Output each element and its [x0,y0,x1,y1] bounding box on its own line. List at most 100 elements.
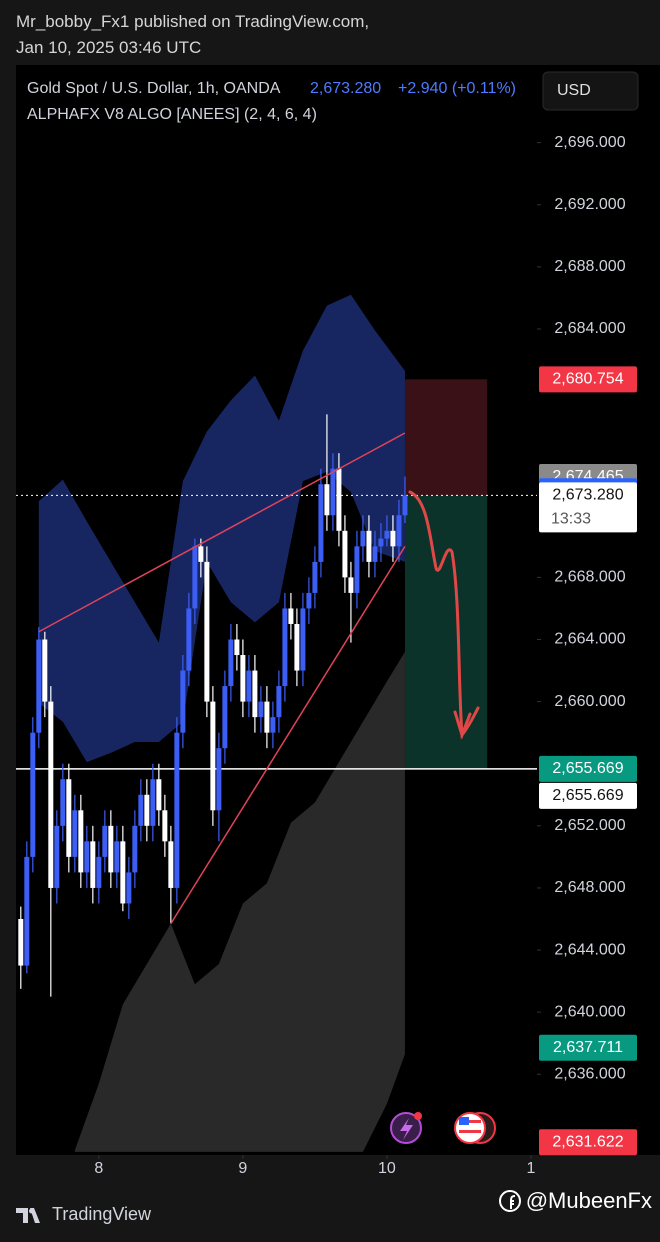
candle-body [306,592,312,609]
handle: @MubeenFx [525,1188,652,1213]
x-tick-label: 10 [378,1160,396,1177]
chart: 2,696.000 2,692.000 2,688.000 2,684.000 2,66… [16,65,660,1177]
y-tick-label: 2,636.000 [554,1065,625,1082]
candle-body [360,530,366,547]
tv-logo [16,1207,40,1223]
y-tick-label: 2,660.000 [554,693,625,710]
price-labels: 2,680.7542,674.4652,673.5492,673.28013:3… [539,366,637,1156]
candle-body [270,717,276,733]
flag-stripe [459,1120,481,1123]
candle-body [234,639,240,656]
candle-body [264,701,270,733]
candle-body [168,841,174,888]
candle-body [138,794,144,826]
price-label-box [539,366,637,393]
candle-body [348,577,354,593]
candle-body [24,856,30,966]
price-label-box [539,1129,637,1156]
flag-stripe [459,1130,481,1133]
candle-body [324,484,330,516]
candle-body [252,670,258,718]
last-price: 2,673.280 [310,80,381,97]
candle-body [54,825,60,888]
y-tick-label: 2,668.000 [554,569,625,586]
currency[interactable]: USD [557,82,591,99]
candle-body [198,546,204,562]
candle-body [174,732,180,888]
price-label: 2,673.280 [552,487,623,504]
brand-name: TradingView [52,1204,152,1224]
candle-body [36,639,42,733]
price-label-box [539,782,637,809]
candle-body [144,794,150,826]
price-label-box [539,1034,637,1061]
candle-body [396,515,402,547]
price-label-box [539,482,637,533]
x-tick-label: 9 [238,1160,247,1177]
y-tick-label: 2,692.000 [554,196,625,213]
candle-body [114,841,120,873]
candle-body [384,530,390,539]
candle-body [30,732,36,857]
candle-body [282,608,288,687]
fb-icon [498,1190,521,1212]
trendline [38,432,406,633]
candle-body [120,841,126,904]
x-tick-label: 8 [94,1160,103,1177]
flag-canton [459,1117,469,1125]
candle-body [126,872,132,904]
x-tick-label: 1 [527,1160,536,1177]
candle-body [162,810,168,842]
publish-date: Jan 10, 2025 03:46 UTC [16,38,202,57]
candle-body [108,825,114,873]
y-tick-label: 2,684.000 [554,320,625,337]
candle-body [294,623,300,671]
alert-dot [414,1112,422,1120]
candle-body [18,918,24,966]
price-label: 2,655.669 [552,787,623,804]
candle-body [78,810,84,873]
y-tick-label: 2,644.000 [554,941,625,958]
candle-body [48,701,54,888]
y-tick-label: 2,648.000 [554,879,625,896]
candle-body [186,608,192,671]
candle-body [330,468,336,516]
y-tick-label: 2,688.000 [554,258,625,275]
candle-body [90,841,96,888]
candle-body [390,530,396,547]
candle-body [318,484,324,562]
stop-zone [404,379,488,496]
price-change: +2.940 (+0.11%) [398,80,516,97]
currency-button[interactable] [542,71,639,111]
axis-bg [537,65,660,1155]
candle-body [156,779,162,811]
candle-body [42,639,48,702]
candle-body [72,810,78,857]
y-tick-label: 2,652.000 [554,817,625,834]
candle-body [96,856,102,888]
candle-body [378,538,384,547]
candle-body [276,686,282,718]
candle-body [228,639,234,687]
target-zone [404,495,488,769]
candle-body [366,530,372,562]
alert-bolt [400,1118,413,1140]
candle-body [288,608,294,624]
price-label: 2,631.622 [552,1133,623,1150]
price-label: 2,680.754 [552,371,623,388]
publisher: Mr_bobby_Fx1 published on TradingView.co… [16,12,370,31]
indicator-band [74,651,405,1152]
indicator-name: ALPHAFX V8 ALGO [ANEES] (2, 4, 6, 4) [27,106,317,123]
candle-body [180,670,186,733]
symbol-title: Gold Spot / U.S. Dollar, 1h, OANDA [27,80,281,97]
price-label: 2,655.669 [552,760,623,777]
countdown: 13:33 [551,511,591,528]
candle-body [354,546,360,593]
candle-body [60,779,66,826]
y-tick-label: 2,696.000 [554,134,625,151]
candle-body [312,561,318,593]
trendline [170,545,406,925]
candle-body [210,701,216,811]
price-label-box [539,755,637,782]
